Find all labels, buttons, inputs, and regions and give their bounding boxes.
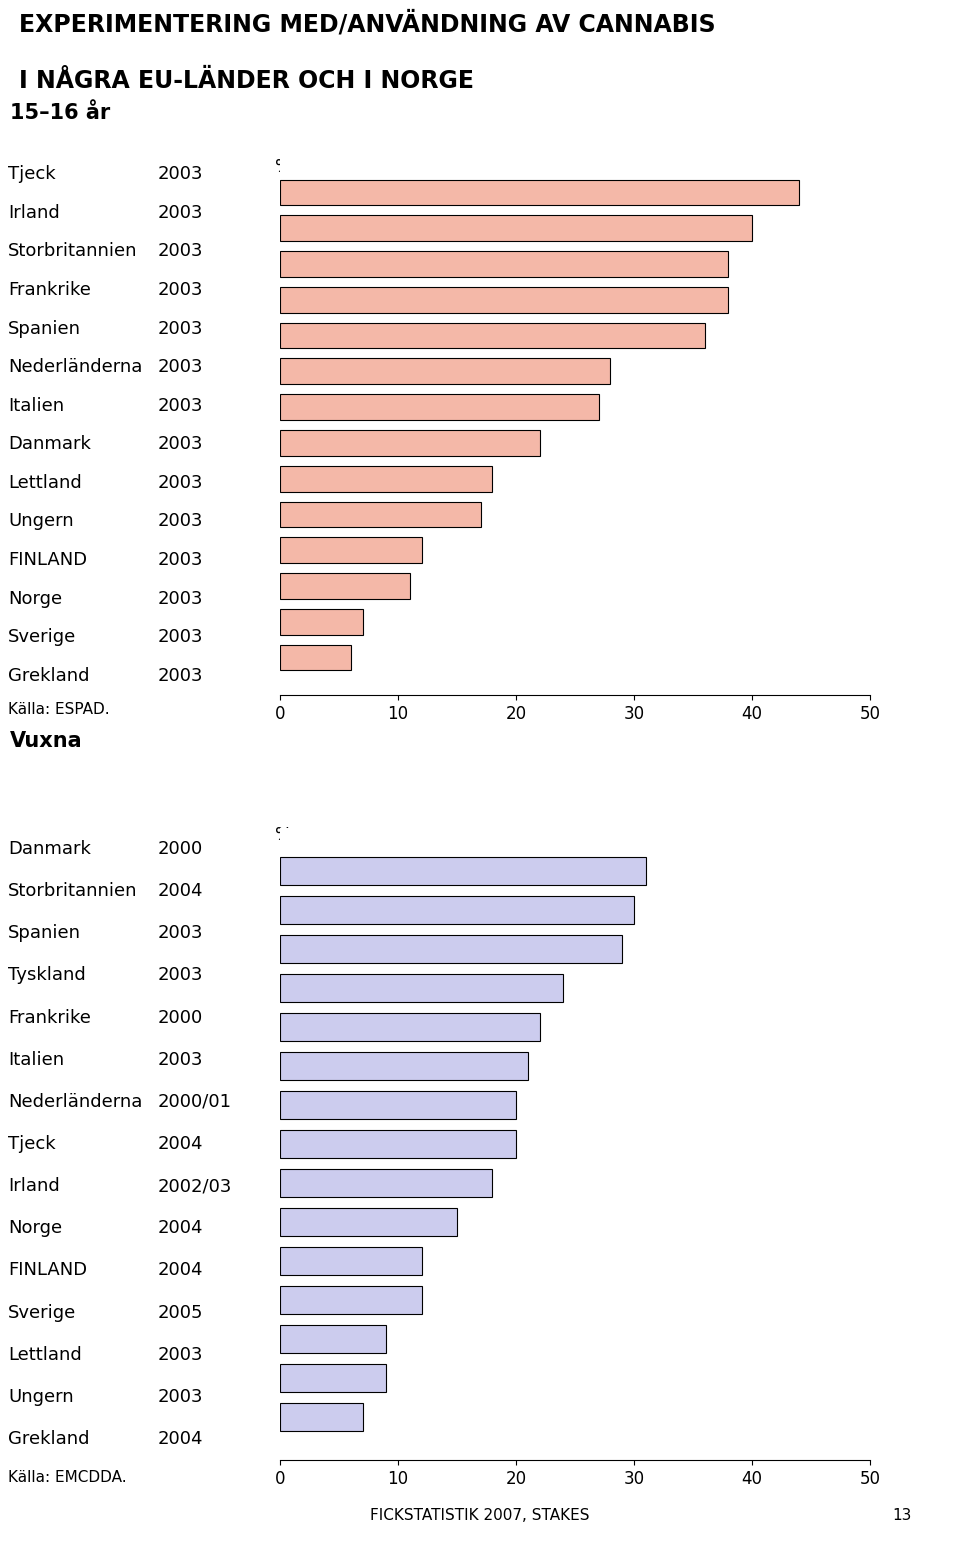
Bar — [280, 394, 599, 420]
Bar — [280, 538, 421, 562]
Text: FINLAND: FINLAND — [8, 1261, 87, 1279]
Text: Ungern: Ungern — [8, 513, 74, 530]
Text: 2003: 2003 — [158, 436, 204, 453]
Text: Tyskland: Tyskland — [8, 967, 85, 984]
Text: Spanien: Spanien — [8, 924, 81, 942]
Bar — [280, 465, 492, 491]
Text: 2003: 2003 — [158, 1051, 204, 1069]
Text: 2003: 2003 — [158, 358, 204, 375]
Bar — [280, 573, 410, 599]
Text: Vuxna: Vuxna — [10, 731, 83, 751]
Text: 2000: 2000 — [158, 840, 204, 857]
Bar — [280, 502, 481, 527]
Bar — [280, 1403, 363, 1431]
Bar — [280, 1129, 516, 1159]
Text: Lettland: Lettland — [8, 1346, 82, 1364]
Text: 2000/01: 2000/01 — [158, 1092, 232, 1111]
Bar — [280, 215, 752, 241]
Text: 2003: 2003 — [158, 281, 204, 300]
Text: Grekland: Grekland — [8, 667, 89, 684]
Text: Nederländerna: Nederländerna — [8, 1092, 142, 1111]
Text: 2002/03: 2002/03 — [158, 1177, 232, 1196]
Text: 2003: 2003 — [158, 552, 204, 569]
Bar — [280, 1285, 421, 1315]
Text: Lettland: Lettland — [8, 474, 82, 491]
Text: 2004: 2004 — [158, 1431, 204, 1448]
Bar — [280, 644, 350, 671]
Text: 2003: 2003 — [158, 1346, 204, 1364]
Text: 2003: 2003 — [158, 513, 204, 530]
Bar — [280, 252, 729, 277]
Text: Sverige: Sverige — [8, 629, 76, 646]
Text: Italien: Italien — [8, 397, 64, 414]
Text: Tjeck: Tjeck — [8, 165, 56, 184]
Text: Sverige: Sverige — [8, 1304, 76, 1321]
Text: Frankrike: Frankrike — [8, 281, 91, 300]
Text: Italien: Italien — [8, 1051, 64, 1069]
Bar — [280, 896, 634, 924]
Text: 2000: 2000 — [158, 1009, 204, 1026]
Bar — [280, 1014, 540, 1041]
Text: 2003: 2003 — [158, 320, 204, 337]
Text: 2003: 2003 — [158, 590, 204, 607]
Text: Ungern: Ungern — [8, 1387, 74, 1406]
Text: Spanien: Spanien — [8, 320, 81, 337]
Bar — [280, 609, 363, 635]
Text: 2003: 2003 — [158, 629, 204, 646]
Text: I NÅGRA EU-LÄNDER OCH I NORGE: I NÅGRA EU-LÄNDER OCH I NORGE — [19, 70, 474, 93]
Text: 2005: 2005 — [158, 1304, 204, 1321]
Text: 2003: 2003 — [158, 967, 204, 984]
Text: 2003: 2003 — [158, 397, 204, 414]
Bar — [280, 1170, 492, 1197]
Text: EXPERIMENTERING MED/ANVÄNDNING AV CANNABIS: EXPERIMENTERING MED/ANVÄNDNING AV CANNAB… — [19, 11, 716, 37]
Text: Norge: Norge — [8, 590, 62, 607]
Bar — [280, 1326, 386, 1353]
Text: 2003: 2003 — [158, 667, 204, 684]
Text: Storbritannien: Storbritannien — [8, 882, 137, 901]
Text: Storbritannien: Storbritannien — [8, 243, 137, 261]
Text: Grekland: Grekland — [8, 1431, 89, 1448]
Bar — [280, 358, 611, 385]
Text: Källa: ESPAD.: Källa: ESPAD. — [8, 703, 109, 717]
Text: 2003: 2003 — [158, 165, 204, 184]
Text: 2004: 2004 — [158, 1261, 204, 1279]
Text: 2004: 2004 — [158, 1219, 204, 1238]
Bar — [280, 179, 799, 205]
Bar — [280, 287, 729, 312]
Text: Irland: Irland — [8, 1177, 60, 1196]
Bar — [280, 430, 540, 456]
Text: Danmark: Danmark — [8, 436, 91, 453]
Bar — [280, 973, 564, 1001]
Text: Danmark: Danmark — [8, 840, 91, 857]
Bar — [280, 1364, 386, 1392]
Text: 2003: 2003 — [158, 204, 204, 222]
Text: FICKSTATISTIK 2007, STAKES: FICKSTATISTIK 2007, STAKES — [371, 1508, 589, 1523]
Text: Frankrike: Frankrike — [8, 1009, 91, 1026]
Bar — [280, 1091, 516, 1119]
Text: %: % — [276, 158, 293, 176]
Text: FINLAND: FINLAND — [8, 552, 87, 569]
Bar — [280, 1208, 457, 1236]
Text: 13: 13 — [893, 1508, 912, 1523]
Text: Nederländerna: Nederländerna — [8, 358, 142, 375]
Text: 2003: 2003 — [158, 924, 204, 942]
Bar — [280, 1052, 528, 1080]
Text: Norge: Norge — [8, 1219, 62, 1238]
Text: Tjeck: Tjeck — [8, 1136, 56, 1153]
Bar — [280, 1247, 421, 1275]
Text: %: % — [276, 827, 293, 844]
Text: 15–16 år: 15–16 år — [10, 102, 109, 122]
Text: Irland: Irland — [8, 204, 60, 222]
Text: 2003: 2003 — [158, 1387, 204, 1406]
Text: Källa: EMCDDA.: Källa: EMCDDA. — [8, 1471, 127, 1485]
Bar — [280, 935, 622, 963]
Bar — [280, 857, 646, 885]
Text: 2004: 2004 — [158, 1136, 204, 1153]
Text: 2003: 2003 — [158, 243, 204, 261]
Bar — [280, 323, 705, 349]
Text: 2004: 2004 — [158, 882, 204, 901]
Text: 2003: 2003 — [158, 474, 204, 491]
